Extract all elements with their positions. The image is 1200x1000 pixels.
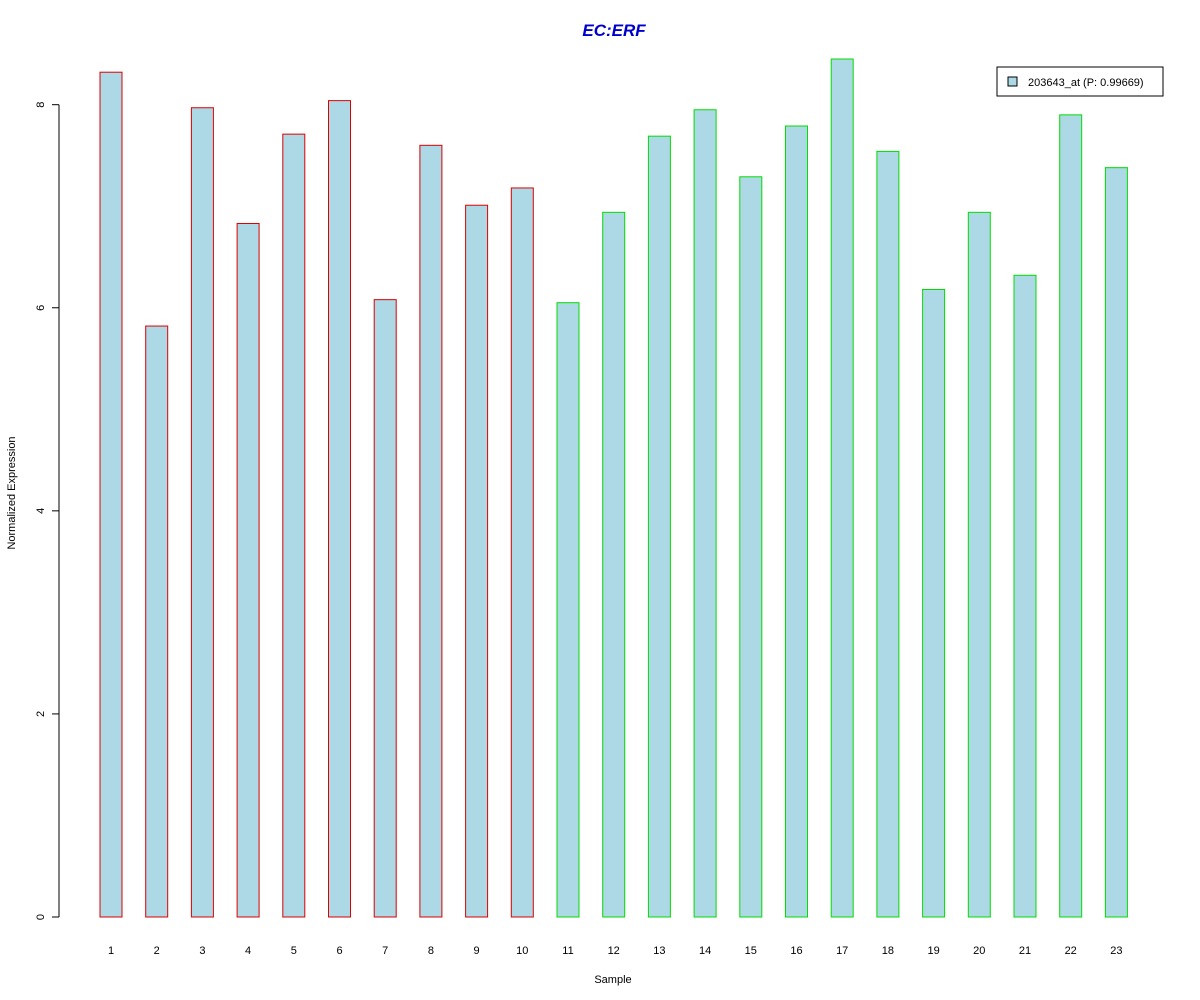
y-tick-label: 0: [35, 914, 47, 920]
bar-sample-12: [602, 211, 626, 918]
x-tick-label: 1: [108, 945, 114, 957]
y-tick-label: 4: [35, 508, 47, 514]
x-tick-label: 7: [382, 945, 388, 957]
x-tick-label: 17: [836, 945, 848, 957]
x-tick-label: 15: [745, 945, 757, 957]
x-tick-label: 19: [927, 945, 939, 957]
x-tick-labels: 1 2 3 4 5 6 7 8 9 10 11 12 13 14 15 16 17 18 19 20 21 22 23: [108, 945, 1123, 957]
x-tick-label: 12: [608, 945, 620, 957]
bar-sample-14: [693, 109, 717, 918]
bar-sample-5: [282, 133, 306, 918]
x-tick-label: 21: [1019, 945, 1031, 957]
bar-sample-20: [967, 211, 991, 918]
y-tick-label: 8: [35, 102, 47, 108]
x-tick-label: 18: [882, 945, 894, 957]
legend-swatch: [1007, 76, 1018, 87]
x-tick-label: 14: [699, 945, 711, 957]
x-tick-label: 8: [428, 945, 434, 957]
bar-sample-2: [145, 325, 169, 918]
bar-sample-9: [465, 204, 489, 918]
y-tick-label: 2: [35, 711, 47, 717]
bar-sample-21: [1013, 274, 1037, 918]
y-axis-label: Normalized Expression: [6, 436, 18, 549]
chart-title: EC:ERF: [582, 21, 646, 40]
bar-sample-15: [739, 176, 763, 918]
x-tick-label: 6: [336, 945, 342, 957]
y-tick-label: 6: [35, 305, 47, 311]
x-tick-label: 20: [973, 945, 985, 957]
legend-label: 203643_at (P: 0.99669): [1028, 77, 1144, 89]
bar-sample-17: [830, 58, 854, 918]
x-tick-label: 22: [1065, 945, 1077, 957]
x-tick-label: 2: [154, 945, 160, 957]
bar-sample-18: [876, 150, 900, 918]
bar-sample-8: [419, 144, 443, 918]
bar-sample-16: [785, 125, 808, 918]
x-tick-label: 11: [562, 945, 573, 957]
bar-sample-23: [1104, 167, 1128, 918]
bar-sample-11: [556, 302, 580, 918]
x-tick-label: 23: [1110, 945, 1122, 957]
bar-sample-19: [922, 288, 946, 918]
bar-sample-7: [373, 299, 397, 918]
x-tick-label: 3: [199, 945, 205, 957]
bars-group: [99, 58, 1128, 918]
bar-sample-1: [99, 71, 123, 918]
legend: 203643_at (P: 0.99669): [996, 66, 1164, 97]
bar-sample-3: [190, 107, 214, 918]
x-tick-label: 4: [245, 945, 251, 957]
legend-box: [996, 66, 1164, 97]
x-tick-label: 16: [790, 945, 802, 957]
bar-sample-4: [236, 222, 260, 918]
bar-sample-22: [1059, 114, 1083, 918]
x-tick-label: 10: [516, 945, 528, 957]
bar-sample-6: [328, 100, 351, 918]
x-tick-label: 13: [653, 945, 665, 957]
x-tick-label: 9: [474, 945, 480, 957]
x-tick-label: 5: [291, 945, 297, 957]
bar-sample-13: [647, 135, 671, 918]
y-axis: 0 2 4 6 8: [35, 102, 60, 920]
x-axis-label: Sample: [594, 974, 631, 986]
bar-sample-10: [510, 187, 534, 918]
